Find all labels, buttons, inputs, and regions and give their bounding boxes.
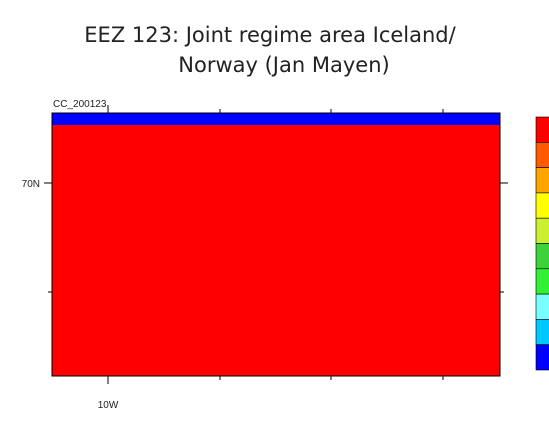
colorbar-segment <box>535 217 549 244</box>
colorbar-segment <box>535 167 549 194</box>
colorbar-segment <box>535 192 549 219</box>
colorbar-segment <box>535 319 549 345</box>
colorbar-segment <box>535 344 549 371</box>
region-fill <box>52 113 500 376</box>
map-frame <box>51 112 501 377</box>
colorbar-segment <box>535 243 549 270</box>
title-line: Norway (Jan Mayen) <box>178 53 389 77</box>
colorbar-segment <box>535 293 549 320</box>
lon-label: 10W <box>98 400 119 411</box>
title-line: EEZ 123: Joint regime area Iceland/ <box>84 23 456 47</box>
region-strip <box>52 113 500 125</box>
colorbar-segment <box>535 116 549 143</box>
ticks <box>44 105 508 384</box>
colorbar-segment <box>535 142 549 168</box>
colorbar <box>535 116 549 371</box>
colorbar-segment <box>535 268 549 295</box>
lat-label: 70N <box>22 179 40 190</box>
map-label: CC_200123 <box>53 99 107 110</box>
